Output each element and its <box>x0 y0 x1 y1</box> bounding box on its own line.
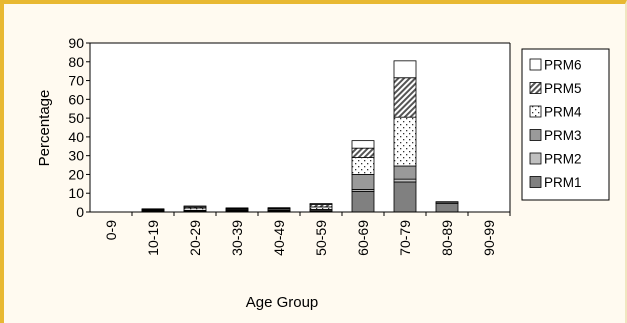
x-tick-label: 70-79 <box>397 220 413 256</box>
legend: PRM6 PRM5 PRM4 PRM3 PRM2 PRM1 <box>521 48 610 201</box>
x-tick-label: 80-89 <box>439 220 455 256</box>
legend-swatch <box>529 82 542 94</box>
legend-label: PRM6 <box>544 58 582 73</box>
legend-swatch <box>529 152 542 165</box>
x-tick-label: 40-49 <box>271 220 287 256</box>
x-tick-label: 30-39 <box>229 220 245 256</box>
x-tick-label: 20-29 <box>187 220 203 256</box>
bar-segment <box>435 201 459 203</box>
legend-label: PRM1 <box>544 175 582 190</box>
legend-label: PRM3 <box>544 128 582 143</box>
y-tick-label: 40 <box>68 129 84 145</box>
bar-segment <box>393 181 417 213</box>
legend-swatch <box>529 58 542 71</box>
legend-label: PRM2 <box>544 152 582 167</box>
bar-segment <box>351 190 375 213</box>
y-tick-label: 10 <box>68 185 84 201</box>
x-tick-label: 50-59 <box>313 220 329 256</box>
x-tick-label: 60-69 <box>355 220 371 256</box>
legend-swatch <box>529 105 542 118</box>
bar-segment <box>435 203 459 213</box>
bar-segment <box>393 77 417 118</box>
legend-swatch <box>529 176 542 188</box>
y-tick-label: 60 <box>68 91 84 107</box>
bar-segment <box>309 203 333 205</box>
legend-swatch <box>529 129 542 141</box>
x-tick-label: 90-99 <box>481 220 497 256</box>
bar-segment <box>393 178 417 183</box>
y-tick-label: 90 <box>68 35 84 51</box>
legend-label: PRM4 <box>544 105 582 120</box>
bar-segment <box>351 140 375 149</box>
y-axis-title: Percentage <box>36 90 53 167</box>
y-tick-label: 20 <box>68 166 84 182</box>
bar-segment <box>183 205 207 208</box>
y-tick-label: 70 <box>68 73 84 89</box>
bar-segment <box>267 207 291 209</box>
bar-segment <box>393 116 417 167</box>
bar-segment <box>225 207 249 210</box>
x-axis-title: Age Group <box>246 294 319 311</box>
y-tick-label: 30 <box>68 148 84 164</box>
y-tick-label: 80 <box>68 54 84 70</box>
legend-label: PRM5 <box>544 81 582 96</box>
bar-segment <box>393 165 417 180</box>
y-tick-label: 0 <box>76 204 84 220</box>
bar-segment <box>351 157 375 175</box>
plot-background <box>90 43 510 212</box>
bar-segment <box>393 60 417 79</box>
bar-segment <box>141 208 165 210</box>
x-tick-label: 0-9 <box>103 220 119 240</box>
bar-segment <box>351 147 375 158</box>
bar-segment <box>351 174 375 190</box>
plot-area: 0 10 20 30 40 50 60 70 80 90 0-9 10-19 20-29 30-39 40-… <box>68 35 511 256</box>
x-tick-label: 10-19 <box>145 220 161 256</box>
y-tick-label: 50 <box>68 110 84 126</box>
legend-box <box>521 48 610 201</box>
